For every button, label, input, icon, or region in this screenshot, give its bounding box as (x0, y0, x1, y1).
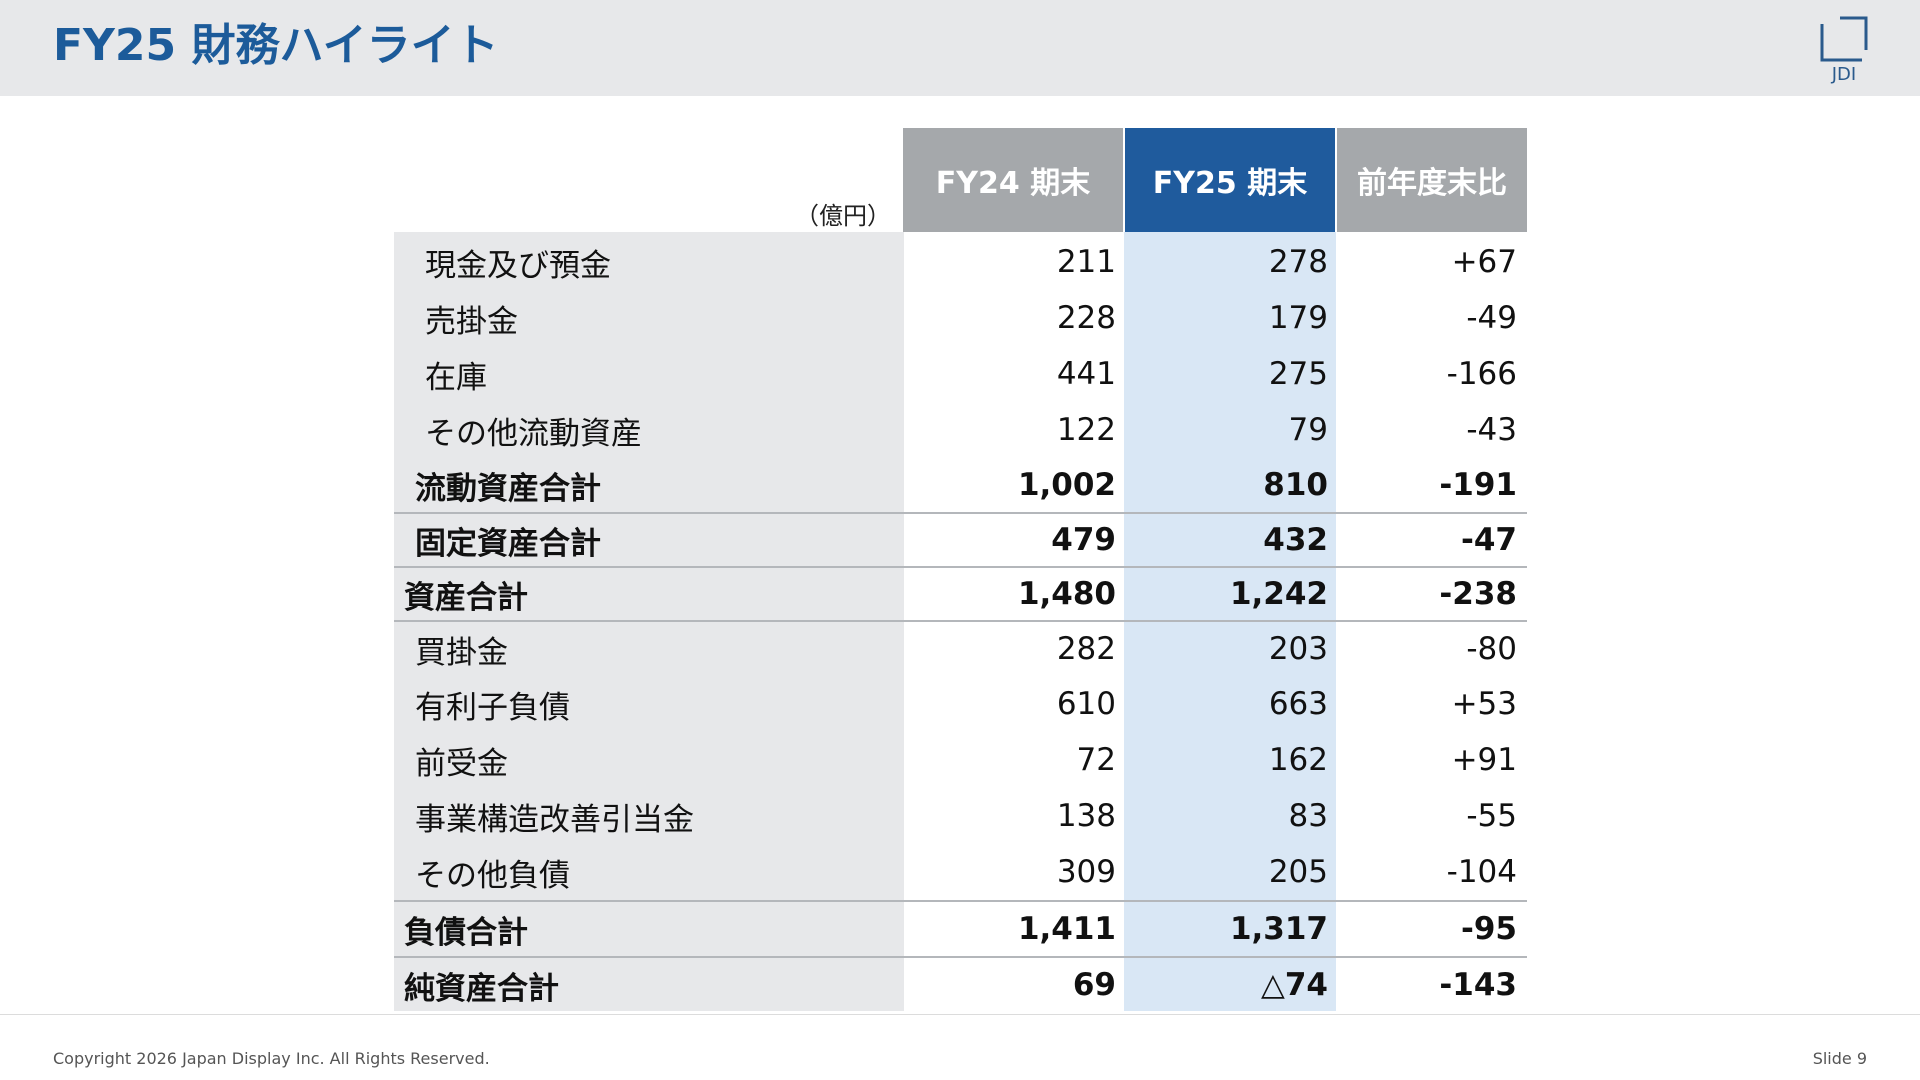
table-row: 純資産合計 69 △74 -143 (394, 956, 1527, 1012)
row-label: 売掛金 (425, 303, 518, 340)
fy24-value: 122 (1056, 412, 1116, 448)
diff-value: -49 (1466, 300, 1517, 336)
column-header-fy25: FY25 期末 (1125, 128, 1335, 232)
diff-value: -238 (1439, 576, 1517, 612)
diff-value: -95 (1460, 911, 1517, 947)
row-label: 流動資産合計 (415, 470, 601, 507)
fy24-value: 138 (1056, 798, 1116, 834)
fy24-value: 72 (1076, 742, 1116, 778)
fy25-value: 203 (1268, 631, 1328, 667)
column-header-fy24: FY24 期末 (903, 128, 1123, 232)
row-label: 有利子負債 (415, 689, 570, 726)
row-label: その他負債 (415, 857, 570, 894)
fy24-value: 441 (1056, 356, 1116, 392)
diff-value: -143 (1439, 967, 1517, 1003)
logo-text: JDI (1831, 64, 1856, 84)
jdi-logo: JDI (1820, 16, 1868, 84)
table-row: 流動資産合計 1,002 810 -191 (394, 458, 1527, 512)
diff-value: -43 (1466, 412, 1517, 448)
fy25-value: 275 (1268, 356, 1328, 392)
fy25-value: 79 (1288, 412, 1328, 448)
fy24-value: 69 (1072, 967, 1116, 1003)
row-label: 在庫 (425, 359, 487, 396)
row-label: 前受金 (415, 745, 508, 782)
row-label: 事業構造改善引当金 (415, 801, 694, 838)
diff-value: -191 (1439, 467, 1517, 503)
fy24-value: 309 (1056, 854, 1116, 890)
slide-number: Slide 9 (1812, 1049, 1867, 1068)
fy25-value: △74 (1261, 967, 1328, 1003)
fy24-value: 479 (1051, 522, 1116, 558)
table-row: 資産合計 1,480 1,242 -238 (394, 566, 1527, 620)
fy25-value: 810 (1263, 467, 1328, 503)
table-row: 現金及び預金 211 278 +67 (394, 234, 1527, 290)
diff-value: -104 (1446, 854, 1517, 890)
table-row: 有利子負債 610 663 +53 (394, 676, 1527, 732)
row-label: 純資産合計 (404, 970, 559, 1007)
fy24-value: 228 (1056, 300, 1116, 336)
column-header-diff: 前年度末比 (1337, 128, 1527, 232)
fy25-value: 278 (1268, 244, 1328, 280)
fy25-value: 1,317 (1229, 911, 1328, 947)
diff-value: +53 (1451, 686, 1517, 722)
table-row: 売掛金 228 179 -49 (394, 290, 1527, 346)
table-row: その他負債 309 205 -104 (394, 844, 1527, 900)
row-label: その他流動資産 (425, 415, 642, 452)
diff-value: +67 (1451, 244, 1517, 280)
diff-value: -166 (1446, 356, 1517, 392)
footer-divider (0, 1014, 1920, 1015)
row-label: 買掛金 (415, 634, 508, 671)
diff-value: -47 (1460, 522, 1517, 558)
row-label: 負債合計 (404, 914, 528, 951)
table-row: 在庫 441 275 -166 (394, 346, 1527, 402)
table-row: 前受金 72 162 +91 (394, 732, 1527, 788)
fy25-value: 162 (1268, 742, 1328, 778)
table-row: その他流動資産 122 79 -43 (394, 402, 1527, 458)
fy24-value: 1,002 (1017, 467, 1116, 503)
table-row: 事業構造改善引当金 138 83 -55 (394, 788, 1527, 844)
diff-value: +91 (1451, 742, 1517, 778)
header-bar: FY25 財務ハイライト JDI (0, 0, 1920, 96)
unit-label: （億円） (795, 202, 891, 230)
fy24-value: 282 (1056, 631, 1116, 667)
fy24-value: 1,411 (1017, 911, 1116, 947)
table-row: 負債合計 1,411 1,317 -95 (394, 900, 1527, 956)
table-row: 固定資産合計 479 432 -47 (394, 512, 1527, 566)
row-label: 現金及び預金 (425, 247, 611, 284)
page-title: FY25 財務ハイライト (53, 20, 499, 71)
fy25-value: 205 (1268, 854, 1328, 890)
fy25-value: 179 (1268, 300, 1328, 336)
row-label: 資産合計 (404, 579, 528, 616)
fy24-value: 211 (1056, 244, 1116, 280)
fy24-value: 1,480 (1017, 576, 1116, 612)
copyright-text: Copyright 2026 Japan Display Inc. All Ri… (53, 1049, 490, 1068)
fy24-value: 610 (1056, 686, 1116, 722)
diff-value: -55 (1466, 798, 1517, 834)
fy25-value: 432 (1263, 522, 1328, 558)
fy25-value: 1,242 (1229, 576, 1328, 612)
fy25-value: 83 (1288, 798, 1328, 834)
diff-value: -80 (1466, 631, 1517, 667)
table-row: 買掛金 282 203 -80 (394, 620, 1527, 676)
fy25-value: 663 (1268, 686, 1328, 722)
row-label: 固定資産合計 (415, 525, 601, 562)
